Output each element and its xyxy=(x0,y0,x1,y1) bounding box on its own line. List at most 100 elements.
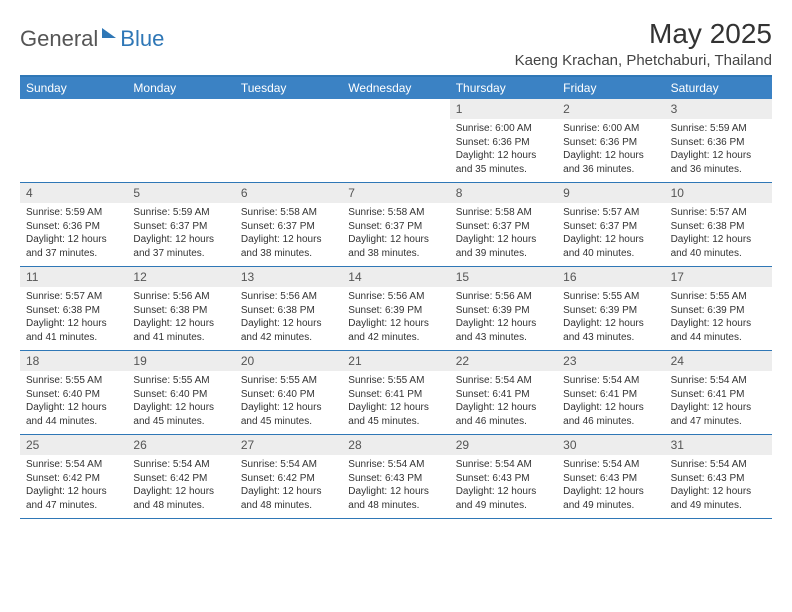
cell-line: Daylight: 12 hours xyxy=(671,485,766,499)
cell-line: Sunrise: 5:56 AM xyxy=(241,290,336,304)
cell-line: and 49 minutes. xyxy=(456,499,551,513)
cell-body: Sunrise: 5:58 AMSunset: 6:37 PMDaylight:… xyxy=(235,203,342,266)
cell-line: Sunrise: 5:55 AM xyxy=(133,374,228,388)
cell-body: Sunrise: 6:00 AMSunset: 6:36 PMDaylight:… xyxy=(557,119,664,182)
cell-line: and 41 minutes. xyxy=(133,331,228,345)
week-row: 1Sunrise: 6:00 AMSunset: 6:36 PMDaylight… xyxy=(20,99,772,183)
cell-line: Daylight: 12 hours xyxy=(456,149,551,163)
cell-line: and 37 minutes. xyxy=(133,247,228,261)
cell-body: Sunrise: 5:54 AMSunset: 6:41 PMDaylight:… xyxy=(557,371,664,434)
cell-line: and 44 minutes. xyxy=(671,331,766,345)
cell-body: Sunrise: 5:54 AMSunset: 6:41 PMDaylight:… xyxy=(665,371,772,434)
cell-line: Sunrise: 5:55 AM xyxy=(671,290,766,304)
cell-body: Sunrise: 5:55 AMSunset: 6:40 PMDaylight:… xyxy=(20,371,127,434)
cell-line: Sunrise: 5:57 AM xyxy=(563,206,658,220)
cell-line: and 36 minutes. xyxy=(563,163,658,177)
cell-line: Sunrise: 5:54 AM xyxy=(26,458,121,472)
cell-line: Sunrise: 5:54 AM xyxy=(671,458,766,472)
cell-line: and 47 minutes. xyxy=(26,499,121,513)
cell-line: Sunset: 6:39 PM xyxy=(563,304,658,318)
date-number: 7 xyxy=(342,183,449,203)
cell-body: Sunrise: 5:54 AMSunset: 6:41 PMDaylight:… xyxy=(450,371,557,434)
cell-body: Sunrise: 5:59 AMSunset: 6:37 PMDaylight:… xyxy=(127,203,234,266)
date-number: 19 xyxy=(127,351,234,371)
cell-line: Sunset: 6:38 PM xyxy=(671,220,766,234)
date-number: 2 xyxy=(557,99,664,119)
date-number: 30 xyxy=(557,435,664,455)
date-number: 18 xyxy=(20,351,127,371)
cell-line: Sunset: 6:39 PM xyxy=(671,304,766,318)
calendar-cell: 7Sunrise: 5:58 AMSunset: 6:37 PMDaylight… xyxy=(342,183,449,266)
cell-line: Daylight: 12 hours xyxy=(241,317,336,331)
cell-body: Sunrise: 5:59 AMSunset: 6:36 PMDaylight:… xyxy=(665,119,772,182)
calendar-cell: 29Sunrise: 5:54 AMSunset: 6:43 PMDayligh… xyxy=(450,435,557,518)
calendar-cell: 16Sunrise: 5:55 AMSunset: 6:39 PMDayligh… xyxy=(557,267,664,350)
cell-line: Daylight: 12 hours xyxy=(26,317,121,331)
calendar-cell: 12Sunrise: 5:56 AMSunset: 6:38 PMDayligh… xyxy=(127,267,234,350)
cell-line: Sunset: 6:37 PM xyxy=(133,220,228,234)
date-number: 24 xyxy=(665,351,772,371)
day-header-row: SundayMondayTuesdayWednesdayThursdayFrid… xyxy=(20,77,772,99)
cell-line: Sunrise: 5:58 AM xyxy=(456,206,551,220)
cell-body: Sunrise: 5:56 AMSunset: 6:38 PMDaylight:… xyxy=(127,287,234,350)
cell-line: Sunrise: 5:59 AM xyxy=(133,206,228,220)
calendar-cell: 22Sunrise: 5:54 AMSunset: 6:41 PMDayligh… xyxy=(450,351,557,434)
cell-body: Sunrise: 5:55 AMSunset: 6:39 PMDaylight:… xyxy=(557,287,664,350)
cell-line: and 36 minutes. xyxy=(671,163,766,177)
cell-line: Sunset: 6:43 PM xyxy=(348,472,443,486)
cell-line: Sunrise: 5:56 AM xyxy=(348,290,443,304)
cell-line: Daylight: 12 hours xyxy=(26,485,121,499)
cell-line: and 44 minutes. xyxy=(26,415,121,429)
cell-body: Sunrise: 5:54 AMSunset: 6:42 PMDaylight:… xyxy=(20,455,127,518)
cell-line: Daylight: 12 hours xyxy=(133,401,228,415)
cell-line: Daylight: 12 hours xyxy=(241,401,336,415)
day-header: Tuesday xyxy=(235,77,342,99)
cell-line: Daylight: 12 hours xyxy=(241,485,336,499)
cell-line: Sunset: 6:40 PM xyxy=(133,388,228,402)
week-row: 11Sunrise: 5:57 AMSunset: 6:38 PMDayligh… xyxy=(20,267,772,351)
date-number: 21 xyxy=(342,351,449,371)
calendar-cell: 18Sunrise: 5:55 AMSunset: 6:40 PMDayligh… xyxy=(20,351,127,434)
calendar-cell: 3Sunrise: 5:59 AMSunset: 6:36 PMDaylight… xyxy=(665,99,772,182)
date-number: 12 xyxy=(127,267,234,287)
title-block: May 2025 Kaeng Krachan, Phetchaburi, Tha… xyxy=(515,18,772,69)
cell-line: Daylight: 12 hours xyxy=(348,233,443,247)
cell-line: Sunset: 6:43 PM xyxy=(563,472,658,486)
cell-line: Sunrise: 5:54 AM xyxy=(563,374,658,388)
cell-line: Sunrise: 5:54 AM xyxy=(348,458,443,472)
date-number: 9 xyxy=(557,183,664,203)
logo-text-blue: Blue xyxy=(120,26,164,52)
cell-line: Sunrise: 5:54 AM xyxy=(456,458,551,472)
date-number: 10 xyxy=(665,183,772,203)
calendar-cell: 30Sunrise: 5:54 AMSunset: 6:43 PMDayligh… xyxy=(557,435,664,518)
calendar-cell: 2Sunrise: 6:00 AMSunset: 6:36 PMDaylight… xyxy=(557,99,664,182)
cell-line: Sunrise: 5:59 AM xyxy=(671,122,766,136)
cell-body: Sunrise: 5:54 AMSunset: 6:43 PMDaylight:… xyxy=(557,455,664,518)
date-number: 29 xyxy=(450,435,557,455)
cell-line: and 35 minutes. xyxy=(456,163,551,177)
cell-line: Daylight: 12 hours xyxy=(456,317,551,331)
cell-line: Sunrise: 5:54 AM xyxy=(671,374,766,388)
cell-line: and 46 minutes. xyxy=(456,415,551,429)
week-row: 25Sunrise: 5:54 AMSunset: 6:42 PMDayligh… xyxy=(20,435,772,519)
date-number: 4 xyxy=(20,183,127,203)
week-row: 18Sunrise: 5:55 AMSunset: 6:40 PMDayligh… xyxy=(20,351,772,435)
date-number: 27 xyxy=(235,435,342,455)
cell-line: and 43 minutes. xyxy=(456,331,551,345)
cell-line: Sunset: 6:42 PM xyxy=(133,472,228,486)
date-number: 25 xyxy=(20,435,127,455)
day-header: Sunday xyxy=(20,77,127,99)
cell-line: Sunset: 6:36 PM xyxy=(563,136,658,150)
cell-body: Sunrise: 5:55 AMSunset: 6:40 PMDaylight:… xyxy=(235,371,342,434)
cell-line: Daylight: 12 hours xyxy=(133,485,228,499)
calendar-cell xyxy=(235,99,342,182)
cell-line: Sunrise: 5:58 AM xyxy=(241,206,336,220)
cell-line: Sunrise: 5:59 AM xyxy=(26,206,121,220)
calendar-cell: 17Sunrise: 5:55 AMSunset: 6:39 PMDayligh… xyxy=(665,267,772,350)
cell-body: Sunrise: 5:54 AMSunset: 6:42 PMDaylight:… xyxy=(127,455,234,518)
cell-line: Sunset: 6:36 PM xyxy=(671,136,766,150)
day-header: Friday xyxy=(557,77,664,99)
cell-line: and 47 minutes. xyxy=(671,415,766,429)
cell-line: Sunrise: 5:55 AM xyxy=(563,290,658,304)
cell-line: and 38 minutes. xyxy=(348,247,443,261)
